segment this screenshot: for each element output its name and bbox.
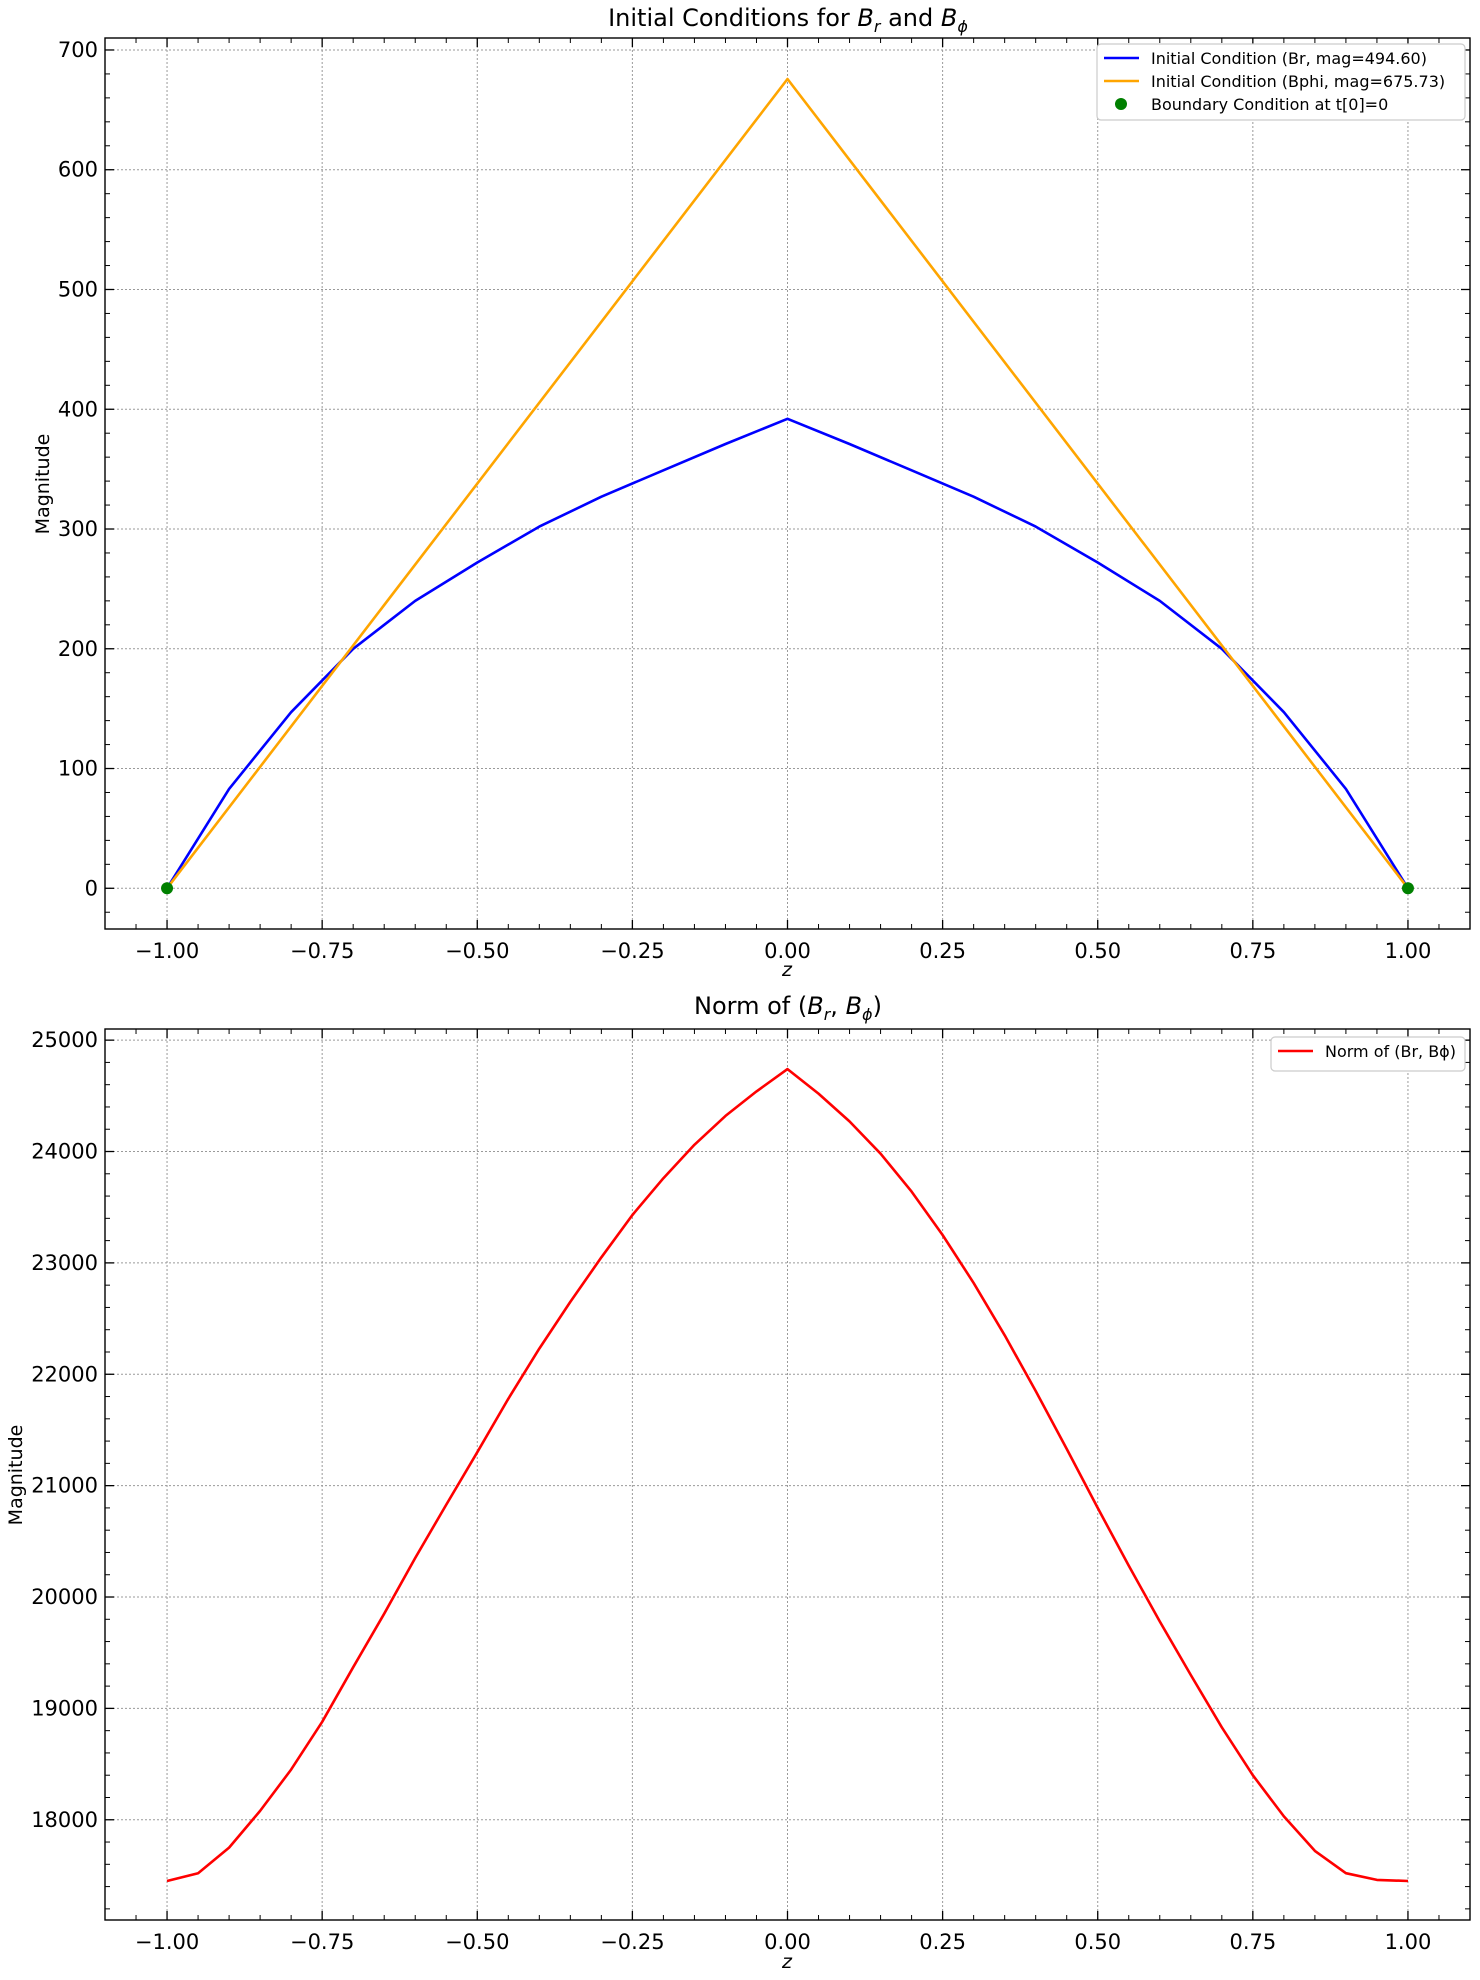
boundary-point bbox=[1401, 882, 1414, 895]
x-axis-label: z bbox=[781, 1951, 793, 1973]
legend-label-boundary: Boundary Condition at t[0]=0 bbox=[1151, 95, 1388, 114]
legend: Initial Condition (Br, mag=494.60) Initi… bbox=[1096, 43, 1466, 121]
y-tick-label: 200 bbox=[58, 637, 98, 661]
y-axis-label: Magnitude bbox=[32, 434, 54, 535]
x-tick-label: −0.75 bbox=[290, 1930, 354, 1954]
x-tick-label: 0.00 bbox=[764, 939, 811, 963]
y-tick-label: 20000 bbox=[31, 1585, 98, 1609]
plot-series bbox=[166, 1067, 1409, 1883]
series-line bbox=[165, 417, 1410, 889]
grid bbox=[105, 1029, 1470, 1920]
x-tick-label: 0.25 bbox=[919, 1930, 966, 1954]
y-tick-label: 700 bbox=[58, 38, 98, 62]
x-tick-label: −0.25 bbox=[600, 1930, 664, 1954]
chart-title: Norm of (Br, Bϕ) bbox=[694, 992, 882, 1024]
chart-initial-conditions: Initial Conditions for Br and Bϕ −1.00 −0… bbox=[32, 4, 1471, 981]
x-tick-label: 0.75 bbox=[1229, 1930, 1276, 1954]
x-tick-label: 1.00 bbox=[1385, 1930, 1432, 1954]
y-tick-label: 22000 bbox=[31, 1362, 98, 1386]
legend-label-norm: Norm of (Br, Bϕ) bbox=[1325, 1042, 1456, 1061]
legend-label-bphi: Initial Condition (Bphi, mag=675.73) bbox=[1151, 72, 1445, 91]
series-line bbox=[165, 77, 1410, 890]
y-tick-label: 0 bbox=[85, 876, 98, 900]
y-tick-label: 18000 bbox=[31, 1808, 98, 1832]
x-tick-label: 0.50 bbox=[1074, 939, 1121, 963]
y-tick-label: 600 bbox=[58, 158, 98, 182]
x-tick-label: −0.50 bbox=[445, 939, 509, 963]
chart-norm: Norm of (Br, Bϕ) −1.00 −0.75 −0.50 −0.25 0.0… bbox=[5, 992, 1471, 1973]
y-tick-label: 500 bbox=[58, 277, 98, 301]
y-tick-label: 25000 bbox=[31, 1028, 98, 1052]
x-tick-label: 0.75 bbox=[1229, 939, 1276, 963]
x-axis-label: z bbox=[781, 959, 793, 981]
x-tick-label: 1.00 bbox=[1385, 939, 1432, 963]
x-tick-label: 0.25 bbox=[919, 939, 966, 963]
y-axis-label: Magnitude bbox=[5, 1425, 27, 1526]
axis-ticks: −1.00 −0.75 −0.50 −0.25 0.00 0.25 0.50 0.75 1.00… bbox=[58, 38, 1471, 963]
y-tick-label: 19000 bbox=[31, 1696, 98, 1720]
y-tick-label: 300 bbox=[58, 517, 98, 541]
x-tick-label: −1.00 bbox=[135, 939, 199, 963]
plot-series bbox=[161, 77, 1414, 895]
x-tick-label: 0.00 bbox=[764, 1930, 811, 1954]
x-tick-label: −0.50 bbox=[445, 1930, 509, 1954]
y-tick-label: 400 bbox=[58, 397, 98, 421]
x-tick-label: −0.75 bbox=[290, 939, 354, 963]
y-tick-label: 24000 bbox=[31, 1140, 98, 1164]
chart-title: Initial Conditions for Br and Bϕ bbox=[608, 4, 968, 36]
legend: Norm of (Br, Bϕ) bbox=[1270, 1036, 1466, 1072]
axis-ticks: −1.00 −0.75 −0.50 −0.25 0.00 0.25 0.50 0.75 1.00… bbox=[31, 1028, 1471, 1954]
legend-label-br: Initial Condition (Br, mag=494.60) bbox=[1151, 49, 1427, 68]
legend-swatch-boundary bbox=[1115, 98, 1127, 110]
y-tick-label: 100 bbox=[58, 757, 98, 781]
x-tick-label: 0.50 bbox=[1074, 1930, 1121, 1954]
boundary-point bbox=[161, 882, 174, 895]
x-tick-label: −0.25 bbox=[600, 939, 664, 963]
y-tick-label: 21000 bbox=[31, 1474, 98, 1498]
y-tick-label: 23000 bbox=[31, 1251, 98, 1275]
x-tick-label: −1.00 bbox=[135, 1930, 199, 1954]
series-line bbox=[166, 1067, 1409, 1883]
